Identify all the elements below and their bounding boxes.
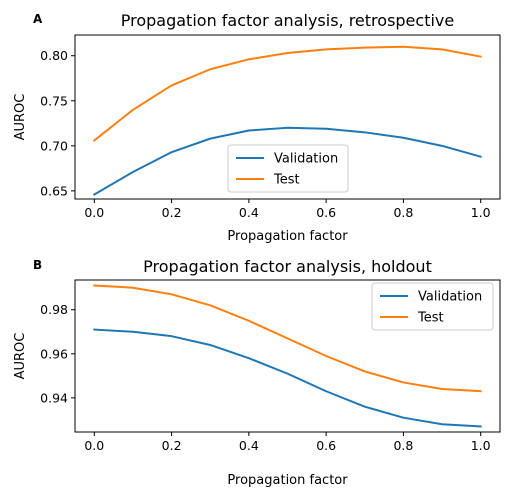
- axes-frame: [74, 279, 501, 433]
- y-axis-label: AUROC: [13, 333, 28, 380]
- x-tick-label: 0.2: [162, 438, 182, 453]
- x-axis-label: Propagation factor: [227, 229, 348, 244]
- y-tick-label: 0.98: [40, 302, 68, 317]
- chart-title: Propagation factor analysis, holdout: [143, 257, 432, 276]
- y-axis-label: AUROC: [13, 94, 28, 141]
- legend: Validation Test: [371, 282, 494, 331]
- series-line-validation: [92, 126, 482, 196]
- panel-letter: A: [33, 12, 43, 26]
- y-tick-label: 0.70: [40, 138, 68, 153]
- legend-box: [371, 282, 494, 331]
- x-tick-label: 1.0: [471, 205, 491, 220]
- x-tick-label: 0.4: [239, 205, 259, 220]
- chart-panel-a: A Propagation factor analysis, retrospect…: [13, 11, 501, 244]
- y-tick-label: 0.94: [40, 390, 68, 405]
- x-tick-label: 0.4: [239, 438, 259, 453]
- series-line-validation: [93, 328, 482, 428]
- x-tick-label: 1.0: [471, 438, 491, 453]
- x-tick-label: 0.2: [162, 205, 182, 220]
- legend-label-test: Test: [417, 311, 444, 326]
- x-tick-label: 0.0: [84, 438, 104, 453]
- y-tick-label: 0.96: [40, 346, 68, 361]
- panel-letter: B: [33, 258, 42, 272]
- series-line-test: [93, 284, 482, 393]
- legend-label-test: Test: [273, 173, 300, 188]
- x-tick-label: 0.6: [316, 205, 336, 220]
- y-tick-label: 0.65: [40, 183, 68, 198]
- y-tick-label: 0.80: [40, 48, 68, 63]
- legend-box: [227, 144, 349, 193]
- legend-label-validation: Validation: [274, 152, 338, 167]
- x-tick-label: 0.6: [316, 438, 336, 453]
- series-line-test: [92, 45, 482, 142]
- chart-panel-b: B Propagation factor analysis, holdout 0.0…: [13, 257, 501, 488]
- chart-title: Propagation factor analysis, retrospecti…: [121, 11, 454, 30]
- x-axis-label: Propagation factor: [227, 473, 348, 488]
- x-tick-label: 0.8: [393, 205, 413, 220]
- legend-label-validation: Validation: [418, 290, 482, 305]
- x-tick-label: 0.0: [84, 205, 104, 220]
- y-tick-label: 0.75: [40, 93, 68, 108]
- axes-frame: [74, 34, 501, 200]
- x-tick-label: 0.8: [393, 438, 413, 453]
- legend: Validation Test: [227, 144, 349, 193]
